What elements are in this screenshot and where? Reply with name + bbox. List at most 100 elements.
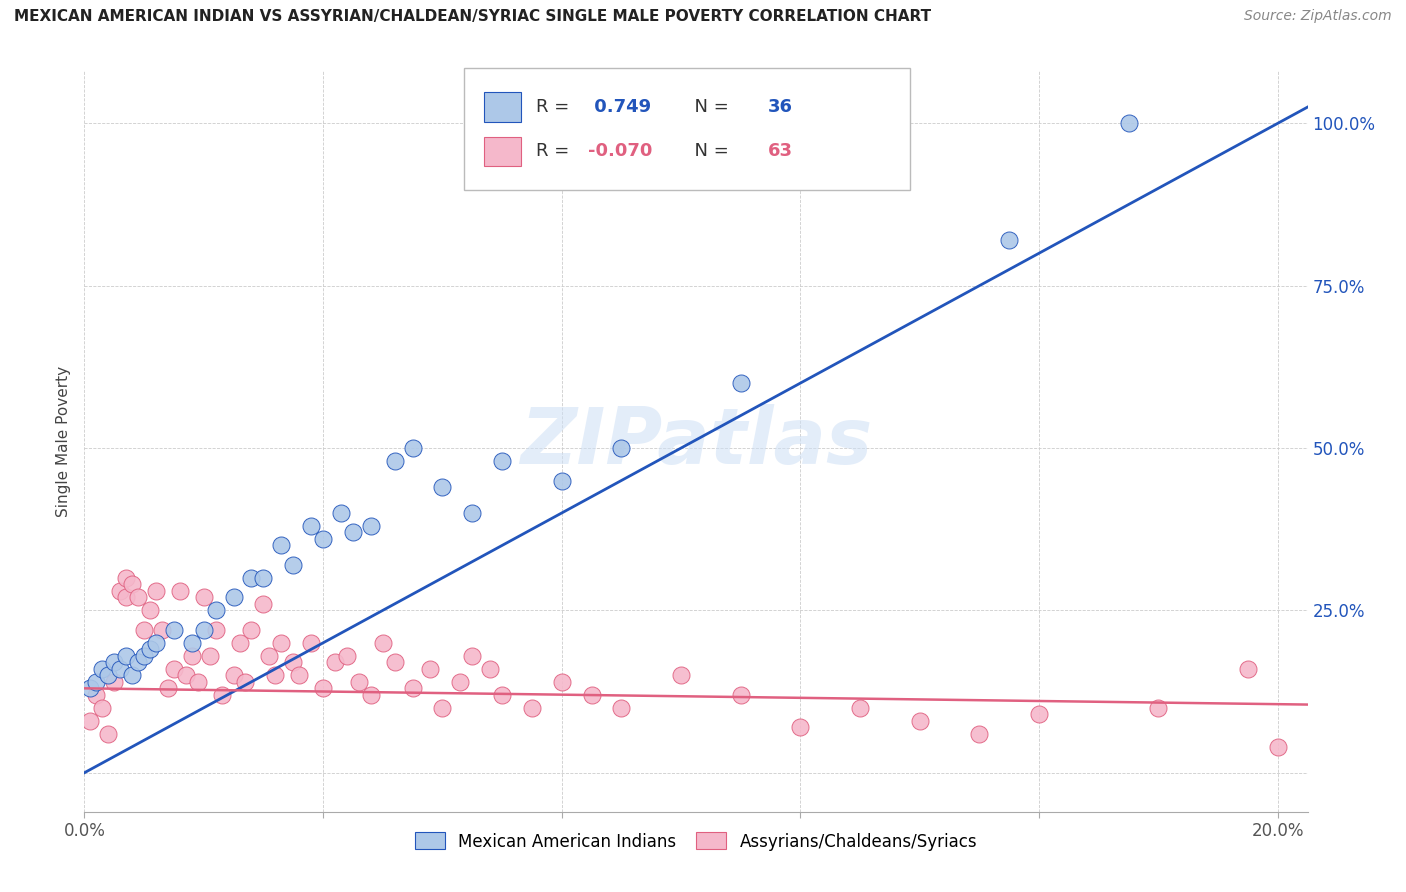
Point [115,648,138,663]
Point [1118,116,1140,130]
Point [150,623,173,637]
Point [283,656,305,670]
Point [204,623,226,637]
Point [908,714,931,728]
Point [1028,707,1050,722]
Point [360,688,382,702]
Point [222,591,245,605]
Point [342,525,364,540]
Point [132,648,155,663]
Point [520,701,543,715]
Point [551,474,574,488]
Point [288,668,311,682]
Point [108,662,131,676]
Point [432,480,454,494]
Point [669,668,692,682]
Point [103,674,125,689]
Point [283,558,305,572]
Point [312,681,335,696]
Point [163,662,186,676]
Point [969,727,991,741]
Y-axis label: Single Male Poverty: Single Male Poverty [56,366,72,517]
Point [174,668,197,682]
Text: Source: ZipAtlas.com: Source: ZipAtlas.com [1244,9,1392,23]
Text: -0.070: -0.070 [588,143,652,161]
Point [299,636,322,650]
Point [336,648,359,663]
Point [849,701,872,715]
Point [97,668,120,682]
Point [491,688,513,702]
Point [187,674,209,689]
Point [108,583,131,598]
Point [259,648,281,663]
Point [401,441,423,455]
Point [312,532,335,546]
Point [270,636,292,650]
Text: R =: R = [536,98,575,116]
Point [139,642,162,657]
Legend: Mexican American Indians, Assyrians/Chaldeans/Syriacs: Mexican American Indians, Assyrians/Chal… [406,824,986,859]
Point [384,656,406,670]
Text: 63: 63 [768,143,793,161]
Point [121,668,143,682]
Point [479,662,502,676]
Point [127,591,149,605]
Point [730,376,752,390]
FancyBboxPatch shape [484,92,522,121]
Point [264,668,287,682]
Point [401,681,423,696]
Point [79,681,101,696]
Point [121,577,143,591]
Point [198,648,221,663]
Point [384,454,406,468]
Point [180,648,202,663]
Point [193,623,215,637]
Point [461,506,484,520]
Point [169,583,191,598]
Text: 36: 36 [768,98,793,116]
Point [998,233,1021,247]
Point [1237,662,1260,676]
Point [240,623,263,637]
Point [235,674,257,689]
Point [432,701,454,715]
Point [84,674,107,689]
Point [211,688,233,702]
Point [127,656,149,670]
Point [1147,701,1170,715]
Point [91,701,114,715]
Point [139,603,162,617]
Point [329,506,352,520]
Point [193,591,215,605]
Point [491,454,513,468]
FancyBboxPatch shape [484,136,522,166]
Point [132,623,155,637]
Point [240,571,263,585]
Point [156,681,179,696]
Point [115,571,138,585]
Point [419,662,441,676]
Point [103,656,125,670]
Point [252,571,274,585]
Point [789,720,811,734]
Point [270,538,292,552]
Point [228,636,250,650]
Point [610,701,633,715]
Text: N =: N = [682,98,734,116]
Point [299,519,322,533]
Point [347,674,370,689]
Point [551,674,574,689]
Text: R =: R = [536,143,575,161]
Point [163,623,186,637]
Point [461,648,484,663]
Point [610,441,633,455]
Point [1267,739,1289,754]
Point [222,668,245,682]
Point [84,688,107,702]
FancyBboxPatch shape [464,68,910,190]
Point [180,636,202,650]
Text: 0.749: 0.749 [588,98,651,116]
Point [360,519,382,533]
Point [323,656,346,670]
